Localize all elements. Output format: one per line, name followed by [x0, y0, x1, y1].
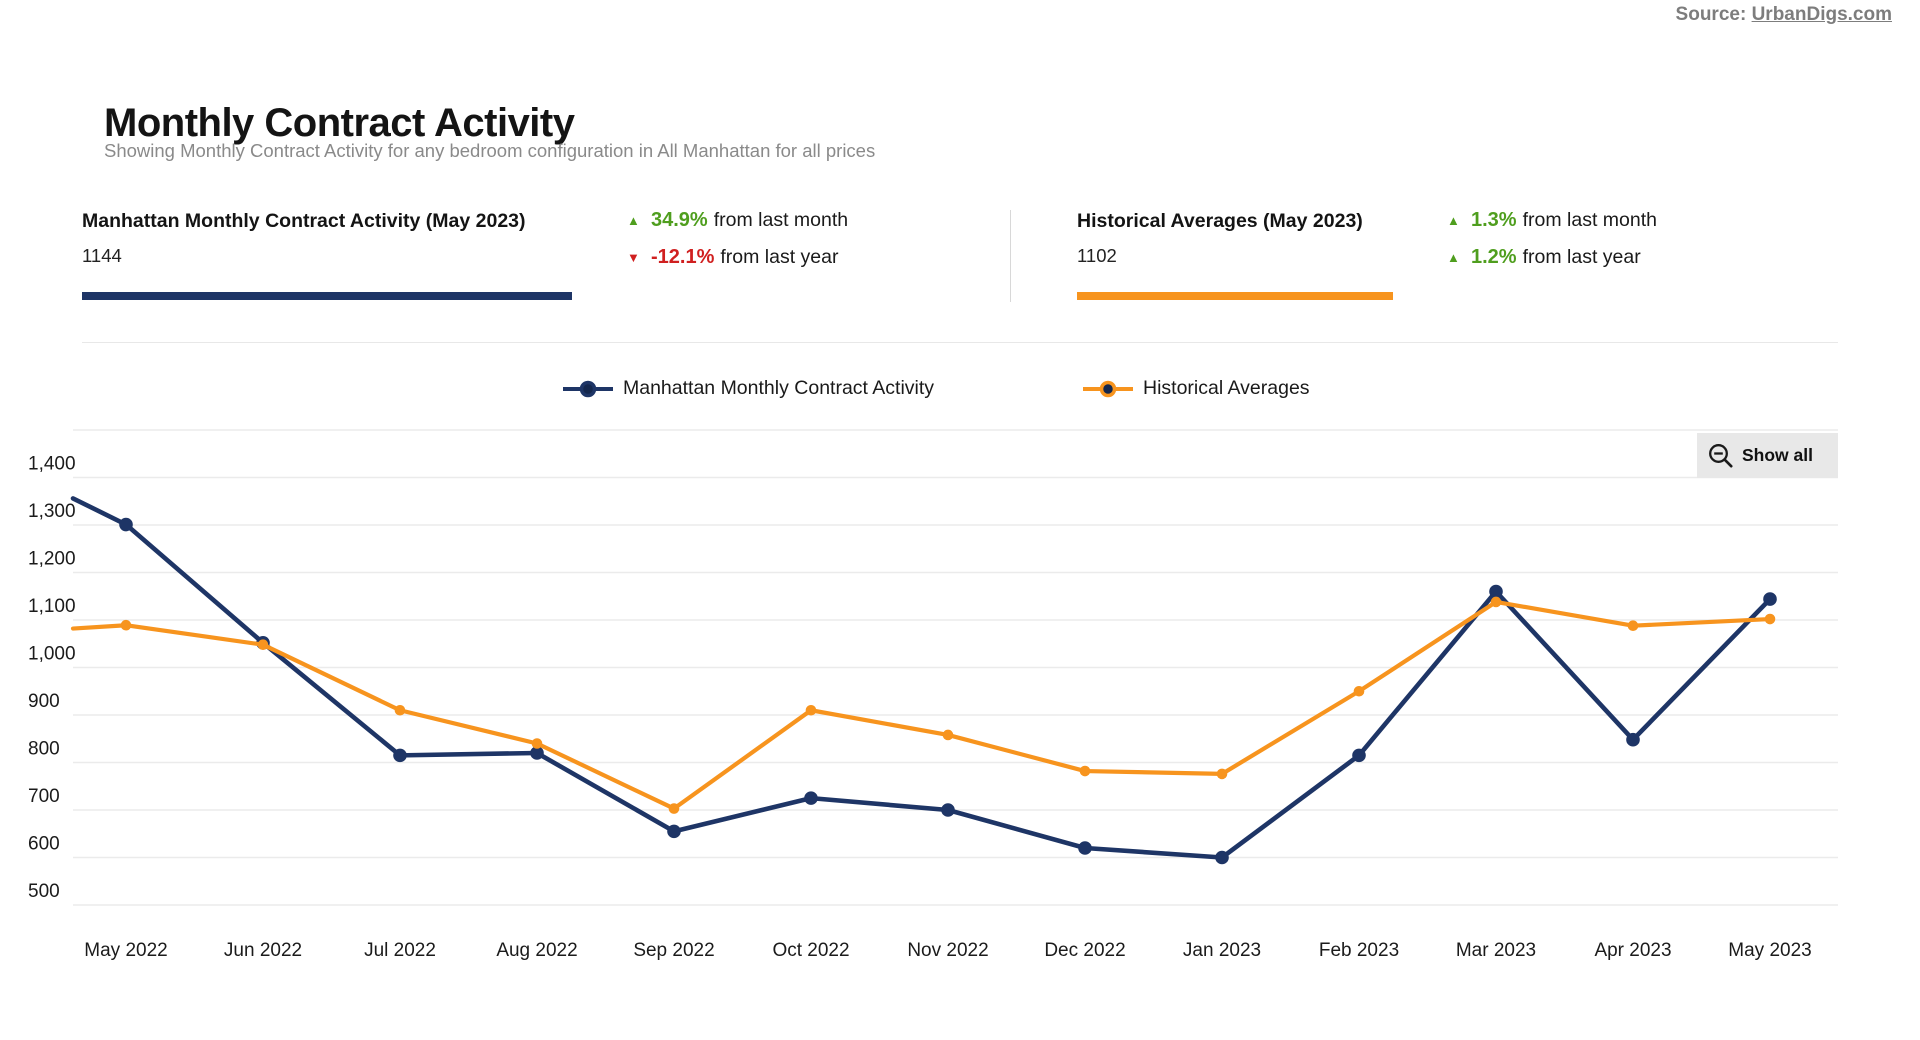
x-tick-label: Jun 2022	[224, 940, 302, 961]
source-link[interactable]: UrbanDigs.com	[1751, 4, 1892, 25]
data-point	[942, 729, 954, 741]
data-point	[667, 824, 681, 839]
card-divider	[1010, 210, 1011, 302]
show-all-label: Show all	[1742, 445, 1813, 465]
data-point	[1215, 850, 1229, 865]
x-tick-label: Aug 2022	[496, 940, 577, 961]
delta-historical-month: ▲ 1.3% from last month	[1447, 207, 1657, 233]
delta-manhattan-month: ▲ 34.9% from last month	[627, 207, 848, 233]
delta-suffix: from last month	[713, 208, 849, 231]
data-point	[120, 619, 132, 631]
legend-item-manhattan[interactable]: Manhattan Monthly Contract Activity	[563, 377, 934, 400]
delta-pct: 1.2%	[1471, 245, 1517, 268]
source-label: Source:	[1675, 4, 1747, 25]
data-point	[257, 639, 269, 650]
x-tick-label: May 2023	[1728, 940, 1811, 961]
x-tick-label: Apr 2023	[1594, 940, 1671, 961]
data-point	[1216, 768, 1228, 780]
delta-manhattan-year: ▼ -12.1% from last year	[627, 244, 839, 270]
delta-suffix: from last year	[720, 245, 839, 268]
data-point	[941, 803, 955, 817]
x-tick-label: Sep 2022	[633, 940, 714, 961]
data-point	[1079, 765, 1091, 777]
delta-historical-year: ▲ 1.2% from last year	[1447, 244, 1641, 270]
legend-marker-line-dot-icon	[563, 380, 613, 397]
card-manhattan-value: 1144	[82, 245, 122, 266]
x-tick-label: Nov 2022	[907, 940, 988, 961]
page-subtitle: Showing Monthly Contract Activity for an…	[104, 140, 876, 161]
legend-item-historical[interactable]: Historical Averages	[1083, 377, 1310, 400]
legend-label: Manhattan Monthly Contract Activity	[623, 377, 935, 399]
data-point	[393, 748, 407, 763]
card-historical-value: 1102	[1077, 245, 1117, 266]
x-tick-label: Oct 2022	[772, 940, 849, 961]
legend-marker-line-dot-icon	[1083, 380, 1133, 397]
y-tick-label: 900	[28, 691, 60, 712]
y-tick-label: 500	[28, 881, 60, 902]
data-point	[668, 803, 680, 814]
x-tick-label: Jul 2022	[364, 940, 436, 961]
x-tick-label: May 2022	[84, 940, 167, 961]
data-point	[804, 791, 818, 805]
axis-labels: 500 600 700 800 900 1,000 1,100 1,200 1,300 1,400…	[28, 454, 1812, 962]
card-historical-accent-bar	[1077, 292, 1393, 300]
x-tick-label: Jan 2023	[1183, 940, 1261, 961]
data-point	[530, 746, 544, 760]
trend-up-icon: ▲	[627, 212, 640, 228]
data-point	[1353, 685, 1365, 697]
x-tick-label: Feb 2023	[1319, 940, 1399, 961]
y-tick-label: 1,200	[28, 549, 76, 570]
gridlines	[73, 429, 1838, 906]
page-title: Monthly Contract Activity	[104, 100, 575, 145]
delta-pct: 34.9%	[651, 208, 708, 231]
trend-up-icon: ▲	[1447, 212, 1460, 228]
y-tick-label: 800	[28, 739, 60, 760]
x-tick-label: Dec 2022	[1044, 940, 1125, 961]
delta-pct: 1.3%	[1471, 208, 1517, 231]
data-point	[1352, 748, 1366, 763]
delta-pct: -12.1%	[651, 245, 715, 268]
zoom-out-icon	[1709, 443, 1733, 468]
y-tick-label: 1,400	[28, 454, 76, 475]
trend-up-icon: ▲	[1447, 249, 1460, 265]
source-attribution: Source: UrbanDigs.com	[1676, 4, 1892, 26]
y-tick-label: 600	[28, 834, 60, 855]
y-tick-label: 1,100	[28, 596, 76, 617]
card-manhattan-title: Manhattan Monthly Contract Activity (May…	[82, 210, 526, 232]
card-manhattan-accent-bar	[82, 292, 572, 300]
y-tick-label: 700	[28, 786, 60, 807]
delta-suffix: from last month	[1522, 208, 1657, 231]
data-point	[1490, 596, 1502, 608]
show-all-button[interactable]: Show all	[1697, 433, 1838, 478]
data-point	[394, 704, 406, 716]
data-point	[119, 517, 133, 532]
y-tick-label: 1,300	[28, 501, 76, 522]
series-historical	[70, 596, 1776, 814]
data-point	[1489, 584, 1503, 599]
section-divider	[82, 342, 1838, 343]
data-point	[1626, 732, 1640, 747]
data-point	[1764, 613, 1776, 625]
data-point	[1627, 620, 1639, 631]
data-point	[531, 738, 543, 749]
legend-label: Historical Averages	[1143, 377, 1310, 399]
data-point	[1078, 841, 1092, 855]
data-point	[1763, 592, 1777, 606]
delta-suffix: from last year	[1522, 245, 1641, 268]
x-tick-label: Mar 2023	[1456, 940, 1536, 961]
card-historical-title: Historical Averages (May 2023)	[1077, 210, 1363, 232]
y-tick-label: 1,000	[28, 644, 76, 665]
data-point	[805, 704, 817, 716]
trend-down-icon: ▼	[627, 249, 640, 265]
